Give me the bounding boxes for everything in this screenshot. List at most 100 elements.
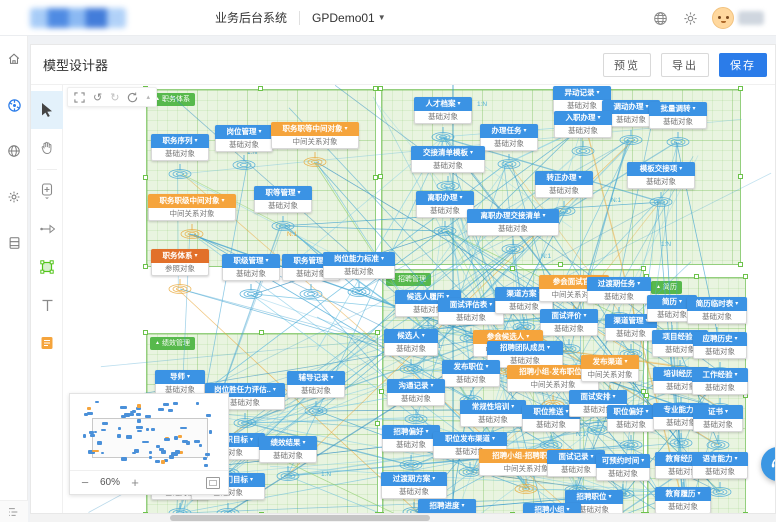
node-dropdown-icon[interactable]: ▾ — [697, 491, 701, 497]
model-node[interactable]: 简历临时表 ▾ 基础对象 — [687, 297, 747, 324]
refresh-icon[interactable] — [127, 91, 138, 103]
node-dropdown-icon[interactable]: ▾ — [542, 213, 546, 219]
sidebar-collapse[interactable] — [0, 500, 28, 522]
node-dropdown-icon[interactable]: ▾ — [297, 190, 301, 196]
user-menu[interactable] — [712, 7, 764, 29]
node-dropdown-icon[interactable]: ▾ — [491, 436, 495, 442]
resize-handle[interactable] — [738, 174, 743, 179]
node-dropdown-icon[interactable]: ▾ — [330, 375, 334, 381]
resize-handle[interactable] — [738, 86, 743, 91]
node-dropdown-icon[interactable]: ▾ — [194, 138, 198, 144]
model-node[interactable]: 绩效结果 ▾ 基础对象 — [259, 436, 317, 463]
group-label[interactable]: ▲ 简历 — [651, 281, 682, 294]
node-dropdown-icon[interactable]: ▾ — [590, 454, 594, 460]
model-node[interactable]: 可预约时间 ▾ 基础对象 — [596, 454, 650, 481]
node-dropdown-icon[interactable]: ▾ — [724, 409, 728, 415]
model-node[interactable]: 招聘进度▾基础对象 — [418, 499, 476, 513]
model-node[interactable]: 发布职位 ▾ 基础对象 — [442, 360, 500, 387]
model-node[interactable]: 职务体系 ▾ 参照对象 — [151, 249, 209, 276]
resize-handle[interactable] — [510, 512, 515, 513]
undo-icon[interactable]: ↺ — [93, 91, 103, 104]
node-dropdown-icon[interactable]: ▾ — [612, 394, 616, 400]
node-dropdown-icon[interactable]: ▾ — [624, 359, 628, 365]
node-dropdown-icon[interactable]: ▾ — [734, 336, 738, 342]
sidebar-item-model-designer[interactable] — [0, 82, 28, 128]
node-dropdown-icon[interactable]: ▾ — [692, 106, 696, 112]
preview-button[interactable]: 预览 — [603, 53, 651, 77]
node-dropdown-icon[interactable]: ▾ — [641, 458, 645, 464]
node-dropdown-icon[interactable]: ▾ — [221, 198, 225, 204]
resize-handle[interactable] — [258, 86, 263, 91]
node-dropdown-icon[interactable]: ▾ — [430, 383, 434, 389]
resize-handle[interactable] — [558, 262, 563, 267]
model-node[interactable]: 转正办理 ▾ 基础对象 — [535, 171, 593, 198]
node-dropdown-icon[interactable]: ▾ — [597, 115, 601, 121]
node-dropdown-icon[interactable]: ▾ — [457, 101, 461, 107]
model-node[interactable]: 入职办理 ▾ 基础对象 — [554, 111, 612, 138]
tool-zoom-box[interactable] — [31, 172, 63, 210]
model-node[interactable]: 工作经验 ▾ 基础对象 — [692, 368, 748, 395]
node-dropdown-icon[interactable]: ▾ — [645, 409, 649, 415]
zoom-out-button[interactable]: − — [81, 475, 89, 490]
model-node[interactable]: 过渡期任务 ▾ 基础对象 — [587, 277, 651, 304]
node-dropdown-icon[interactable]: ▾ — [511, 404, 515, 410]
export-button[interactable]: 导出 — [661, 53, 709, 77]
resize-handle[interactable] — [693, 274, 699, 279]
node-dropdown-icon[interactable]: ▾ — [578, 175, 582, 181]
model-node[interactable]: 招聘偏好 ▾ 基础对象 — [382, 425, 440, 452]
model-node[interactable]: 常规性培训 ▾ 基础对象 — [460, 400, 526, 427]
node-dropdown-icon[interactable]: ▾ — [425, 429, 429, 435]
node-dropdown-icon[interactable]: ▾ — [249, 437, 253, 443]
globe-icon[interactable] — [652, 10, 668, 26]
tool-connector[interactable] — [31, 210, 63, 248]
node-dropdown-icon[interactable]: ▾ — [469, 150, 473, 156]
redo-icon[interactable]: ↻ — [110, 91, 120, 104]
sidebar-item-globe[interactable] — [0, 128, 28, 174]
node-dropdown-icon[interactable]: ▾ — [302, 440, 306, 446]
resize-handle[interactable] — [259, 330, 264, 335]
model-node[interactable]: 批量调转 ▾ 基础对象 — [649, 102, 707, 129]
resize-handle[interactable] — [143, 175, 148, 180]
model-node[interactable]: 候选人 ▾ 基础对象 — [384, 329, 438, 356]
resize-handle[interactable] — [143, 264, 148, 269]
node-dropdown-icon[interactable]: ▾ — [678, 299, 682, 305]
node-dropdown-icon[interactable]: ▾ — [249, 477, 253, 483]
model-node[interactable]: 职等管理 ▾ 基础对象 — [254, 186, 312, 213]
resize-handle[interactable] — [644, 512, 649, 513]
model-node[interactable]: 过渡期方案 ▾ 基础对象 — [381, 472, 447, 499]
model-node[interactable]: 教育履历 ▾ 基础对象 — [655, 487, 711, 513]
node-dropdown-icon[interactable]: ▾ — [194, 253, 198, 259]
node-dropdown-icon[interactable]: ▾ — [265, 258, 269, 264]
group-region[interactable]: ▲ 职务体系 — [146, 89, 376, 267]
node-dropdown-icon[interactable]: ▾ — [734, 456, 738, 462]
node-dropdown-icon[interactable]: ▾ — [526, 334, 530, 340]
node-dropdown-icon[interactable]: ▾ — [637, 281, 641, 287]
scrollbar-thumb[interactable] — [170, 515, 430, 521]
model-node[interactable]: 职级管理 ▾ 基础对象 — [222, 254, 280, 281]
tool-region[interactable] — [31, 248, 63, 286]
model-node[interactable]: 岗位能力标准 ▾ 基础对象 — [323, 252, 395, 279]
node-dropdown-icon[interactable]: ▾ — [186, 374, 190, 380]
model-node[interactable]: 职务职等中间对象 ▾ 中间关系对象 — [271, 122, 359, 149]
model-node[interactable]: 办理任务 ▾ 基础对象 — [480, 124, 538, 151]
model-node[interactable]: 证书 ▾ 基础对象 — [693, 405, 743, 432]
model-node[interactable]: 离职办理交接清单 ▾ 基础对象 — [467, 209, 559, 236]
project-selector[interactable]: GPDemo01 ▼ — [312, 11, 386, 25]
tool-note[interactable] — [31, 324, 63, 362]
node-dropdown-icon[interactable]: ▾ — [421, 333, 425, 339]
node-dropdown-icon[interactable]: ▾ — [432, 476, 436, 482]
resize-handle[interactable] — [738, 262, 743, 267]
resize-handle[interactable] — [743, 274, 748, 279]
fit-screen-button[interactable] — [206, 476, 220, 489]
node-dropdown-icon[interactable]: ▾ — [380, 256, 384, 262]
resize-handle[interactable] — [743, 512, 748, 513]
resize-handle[interactable] — [378, 86, 383, 91]
model-node[interactable]: 发布渠道 ▾ 中间关系对象 — [581, 355, 639, 382]
model-node[interactable]: 交接清单模板 ▾ 基础对象 — [411, 146, 485, 173]
node-dropdown-icon[interactable]: ▾ — [596, 90, 600, 96]
zoom-in-button[interactable]: + — [131, 475, 139, 490]
node-dropdown-icon[interactable]: ▾ — [459, 195, 463, 201]
horizontal-scrollbar[interactable] — [30, 514, 776, 522]
resize-handle[interactable] — [378, 174, 383, 179]
node-dropdown-icon[interactable]: ▾ — [485, 364, 489, 370]
